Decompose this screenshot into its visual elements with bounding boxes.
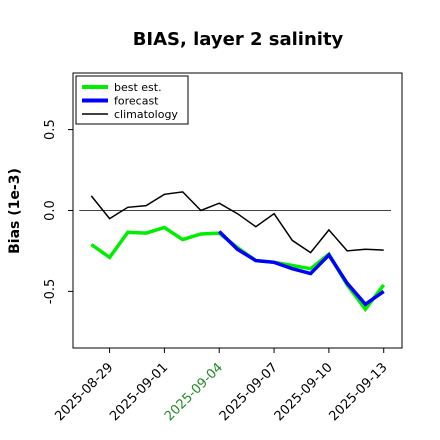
legend-label: forecast	[114, 95, 159, 108]
y-tick-label: 0.0	[43, 200, 58, 221]
plot-area: -0.5 0.0 0.5 2025-08-292025-09-012025-09-04…	[43, 72, 403, 424]
x-tick-label: 2025-09-07	[217, 360, 281, 424]
x-tick-label: 2025-09-13	[327, 360, 391, 424]
chart-title: BIAS, layer 2 salinity	[133, 29, 344, 50]
y-tick-label: 0.5	[43, 119, 58, 140]
series-line-best-est	[90, 225, 386, 313]
x-tick-label: 2025-09-10	[272, 360, 336, 424]
legend-label: best est.	[114, 81, 162, 94]
x-tick-label: 2025-08-29	[52, 360, 116, 424]
x-tick-label: 2025-09-01	[107, 360, 171, 424]
legend-label: climatology	[114, 108, 178, 121]
y-axis-label: Bias (1e-3)	[7, 168, 23, 254]
series-line-climatology	[90, 191, 384, 254]
x-tick-label: 2025-09-04	[162, 360, 226, 424]
y-tick-label: -0.5	[43, 279, 58, 304]
series-line-forecast	[217, 230, 385, 307]
